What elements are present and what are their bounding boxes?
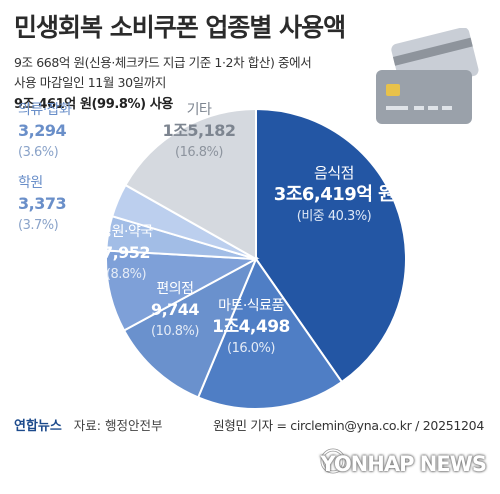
- slice-name-4: 학원: [18, 175, 43, 191]
- credit-card-icon: [376, 28, 479, 124]
- subtitle-line-1: 9조 668억 원(신용·체크카드 지급 기준 1·2차 합산) 중에서: [14, 55, 312, 70]
- yonhap-watermark-icon: [320, 448, 346, 474]
- pie-slice-0: [255, 107, 407, 384]
- pie-slice-6: [124, 107, 257, 261]
- subtitle-highlight: 9조 461억 원(99.8%) 사용: [14, 97, 173, 112]
- slice-name-0: 음식점: [314, 164, 354, 182]
- slice-pct-6: (16.8%): [175, 145, 223, 160]
- pie-slice-1: [196, 256, 344, 410]
- slice-pct-0: (비중 40.3%): [297, 209, 372, 224]
- slice-value-3: 7,952: [102, 243, 150, 262]
- slice-value-5: 3,294: [18, 121, 66, 140]
- slice-value-4: 3,373: [18, 194, 66, 213]
- yonhap-logo: 연합뉴스: [14, 419, 62, 434]
- slice-name-5: 의류·잡화: [18, 102, 72, 118]
- slice-name-2: 편의점: [156, 281, 193, 297]
- slice-pct-3: (8.8%): [106, 267, 146, 282]
- subtitle-line-2: 사용 마감일인 11월 30일까지: [14, 75, 166, 90]
- footer-source: 연합뉴스 자료: 행정안전부: [14, 415, 162, 434]
- slice-value-6: 1조5,182: [163, 121, 236, 140]
- slice-pct-1: (16.0%): [227, 341, 275, 356]
- slice-pct-4: (3.7%): [18, 218, 58, 233]
- pie-slice-3: [105, 249, 260, 332]
- slice-pct-2: (10.8%): [151, 324, 199, 339]
- slice-pct-5: (3.6%): [18, 145, 58, 160]
- watermark: YONHAP NEWS: [320, 452, 487, 476]
- pie-slice-2: [122, 256, 259, 399]
- slice-value-1: 1조4,498: [212, 317, 290, 337]
- slice-value-0: 3조6,419억 원: [274, 184, 394, 205]
- slice-value-2: 9,744: [151, 300, 199, 319]
- page-title: 민생회복 소비쿠폰 업종별 사용액: [14, 13, 346, 42]
- slice-name-1: 마트·식료품: [218, 298, 284, 314]
- credit-text: 원형민 기자 = circlemin@yna.co.kr / 20251204: [213, 418, 484, 433]
- source-text: 자료: 행정안전부: [73, 418, 163, 433]
- slice-name-3: 병원·약국: [99, 224, 153, 240]
- slice-name-6: 기타: [187, 102, 212, 118]
